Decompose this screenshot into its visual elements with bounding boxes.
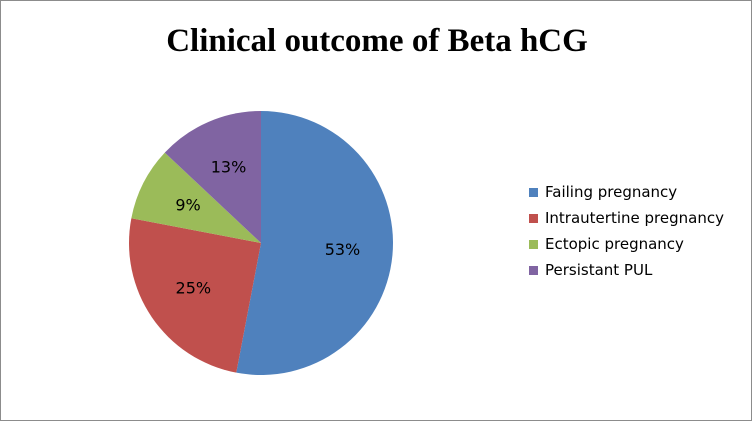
legend-swatch	[529, 187, 538, 197]
legend-swatch	[529, 239, 538, 249]
legend-label: Ectopic pregnancy	[545, 235, 684, 253]
pie-slice-1	[129, 218, 261, 373]
legend-label: Intrautertine pregnancy	[545, 209, 724, 227]
legend-swatch	[529, 213, 538, 223]
legend-item: Intrautertine pregnancy	[529, 205, 724, 231]
legend: Failing pregnancy Intrautertine pregnancy…	[529, 179, 724, 283]
slice-data-label-1: 25%	[176, 279, 212, 298]
slice-data-label-3: 13%	[211, 157, 247, 176]
legend-item: Persistant PUL	[529, 257, 724, 283]
legend-item: Failing pregnancy	[529, 179, 724, 205]
legend-swatch	[529, 265, 538, 275]
legend-label: Persistant PUL	[545, 261, 653, 279]
legend-item: Ectopic pregnancy	[529, 231, 724, 257]
slice-data-label-2: 9%	[175, 195, 200, 214]
pie-slice-3	[164, 111, 261, 243]
slice-data-label-0: 53%	[325, 240, 361, 259]
pie-slice-0	[236, 111, 393, 375]
chart-title: Clinical outcome of Beta hCG	[166, 23, 588, 59]
pie-slice-2	[131, 152, 261, 243]
legend-label: Failing pregnancy	[545, 183, 678, 201]
